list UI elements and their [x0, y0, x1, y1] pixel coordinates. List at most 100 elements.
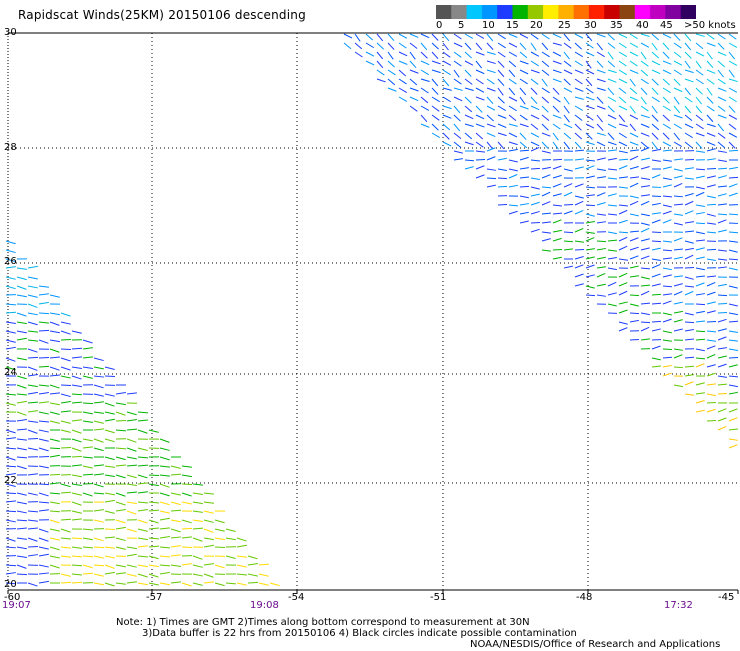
- wind-vector: [652, 43, 657, 50]
- wind-vector: [215, 583, 225, 586]
- wind-vector: [729, 97, 737, 102]
- wind-vector: [204, 520, 214, 522]
- wind-vector: [17, 429, 27, 430]
- wind-vector: [707, 61, 713, 68]
- wind-vector: [39, 502, 49, 503]
- wind-vector: [707, 168, 716, 169]
- wind-vector: [6, 286, 16, 289]
- wind-vector: [696, 257, 705, 259]
- wind-vector: [663, 286, 672, 287]
- wind-vector: [149, 546, 159, 547]
- wind-vector: [663, 142, 671, 146]
- wind-vector: [575, 106, 583, 110]
- wind-vector: [465, 133, 472, 139]
- wind-vector: [729, 286, 738, 288]
- wind-vector: [6, 466, 16, 467]
- wind-vector: [6, 331, 16, 333]
- wind-vector: [685, 322, 694, 323]
- wind-vector: [531, 34, 538, 39]
- wind-vector: [674, 214, 683, 215]
- wind-vector: [729, 115, 737, 119]
- wind-vector: [718, 194, 727, 196]
- wind-vector: [575, 201, 583, 205]
- wind-vector: [443, 34, 449, 41]
- wind-vector: [707, 302, 716, 304]
- wind-vector: [652, 70, 660, 74]
- wind-vector: [718, 337, 726, 340]
- wind-vector: [630, 97, 638, 101]
- wind-vector: [204, 529, 213, 532]
- wind-vector: [718, 426, 726, 430]
- wind-vector: [564, 52, 570, 59]
- wind-vector: [641, 239, 650, 241]
- wind-vector: [564, 133, 571, 139]
- wind-vector: [663, 167, 672, 169]
- wind-vector: [50, 322, 59, 325]
- wind-vector: [83, 493, 93, 496]
- wind-vector: [586, 176, 595, 178]
- wind-vector: [432, 70, 441, 73]
- wind-vector: [17, 394, 27, 395]
- wind-vector: [619, 237, 627, 241]
- wind-vector: [28, 520, 38, 521]
- wind-vector: [17, 457, 27, 458]
- wind-vector: [72, 538, 82, 539]
- wind-vector: [674, 176, 683, 178]
- wind-vector: [718, 376, 727, 377]
- wind-vector: [160, 502, 170, 505]
- wind-vector: [160, 537, 170, 538]
- wind-vector: [454, 34, 461, 39]
- wind-vector: [72, 394, 82, 395]
- wind-vector: [39, 510, 49, 511]
- wind-vector: [718, 133, 725, 138]
- wind-vector: [61, 492, 71, 493]
- wind-vector: [171, 546, 181, 547]
- wind-vector: [674, 88, 682, 92]
- wind-vector: [707, 34, 714, 39]
- wind-vector: [182, 502, 192, 504]
- wind-vector: [553, 133, 558, 140]
- wind-vector: [641, 79, 649, 84]
- wind-vector: [476, 133, 483, 139]
- wind-vector: [193, 574, 203, 576]
- wind-vector: [685, 178, 694, 179]
- wind-vector: [28, 277, 38, 279]
- wind-vector: [564, 124, 572, 128]
- wind-vector: [50, 565, 60, 568]
- wind-vector: [39, 538, 48, 541]
- wind-vector: [94, 367, 104, 369]
- wind-vector: [553, 184, 561, 187]
- wind-vector: [685, 52, 691, 58]
- wind-vector: [520, 133, 526, 140]
- wind-vector: [608, 169, 617, 170]
- wind-vector: [454, 52, 461, 57]
- wind-vector: [421, 52, 427, 58]
- wind-vector: [204, 545, 214, 547]
- wind-vector: [237, 556, 247, 557]
- wind-vector: [652, 61, 660, 65]
- wind-vector: [575, 115, 582, 120]
- wind-vector: [138, 502, 148, 503]
- wind-vector: [729, 268, 738, 270]
- wind-vector: [39, 529, 48, 532]
- time-right: 17:32: [664, 600, 693, 611]
- wind-vector: [652, 294, 661, 295]
- wind-vector: [182, 564, 192, 565]
- wind-vector: [685, 201, 693, 205]
- wind-vector: [685, 329, 694, 331]
- wind-vector: [171, 466, 181, 468]
- wind-vector: [116, 430, 126, 431]
- wind-vector: [696, 383, 705, 385]
- wind-vector: [17, 338, 27, 340]
- wind-vector: [663, 88, 671, 93]
- wind-vector: [718, 319, 727, 322]
- wind-vector: [171, 510, 181, 511]
- wind-vector: [105, 565, 114, 568]
- wind-vector: [204, 502, 214, 503]
- wind-vector: [652, 346, 660, 349]
- wind-vector: [50, 375, 60, 376]
- wind-vector: [105, 403, 114, 406]
- wind-vector: [674, 284, 683, 286]
- wind-vector: [586, 88, 593, 93]
- wind-vector: [520, 204, 529, 205]
